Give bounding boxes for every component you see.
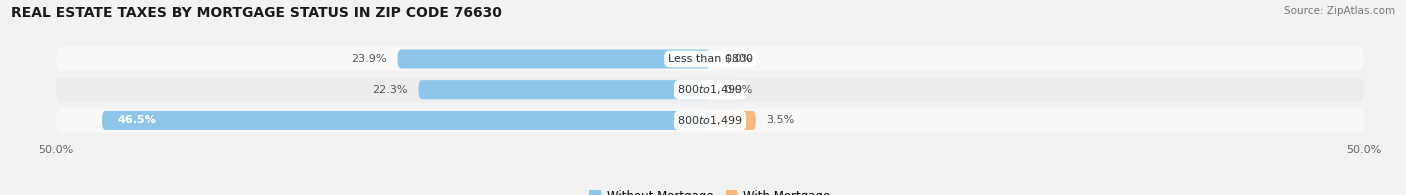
Text: Source: ZipAtlas.com: Source: ZipAtlas.com — [1284, 6, 1395, 16]
Text: 3.5%: 3.5% — [766, 115, 794, 125]
Text: 22.3%: 22.3% — [373, 85, 408, 95]
Text: 0.0%: 0.0% — [724, 54, 752, 64]
FancyBboxPatch shape — [103, 111, 710, 130]
FancyBboxPatch shape — [56, 47, 1364, 71]
Text: $800 to $1,499: $800 to $1,499 — [678, 114, 742, 127]
Text: 46.5%: 46.5% — [118, 115, 156, 125]
FancyBboxPatch shape — [398, 50, 710, 68]
Text: 0.0%: 0.0% — [724, 85, 752, 95]
FancyBboxPatch shape — [419, 80, 710, 99]
Text: Less than $800: Less than $800 — [668, 54, 752, 64]
Text: 23.9%: 23.9% — [352, 54, 387, 64]
Text: REAL ESTATE TAXES BY MORTGAGE STATUS IN ZIP CODE 76630: REAL ESTATE TAXES BY MORTGAGE STATUS IN … — [11, 6, 502, 20]
FancyBboxPatch shape — [56, 108, 1364, 132]
Text: $800 to $1,499: $800 to $1,499 — [678, 83, 742, 96]
Legend: Without Mortgage, With Mortgage: Without Mortgage, With Mortgage — [585, 185, 835, 195]
FancyBboxPatch shape — [710, 111, 756, 130]
FancyBboxPatch shape — [56, 78, 1364, 102]
